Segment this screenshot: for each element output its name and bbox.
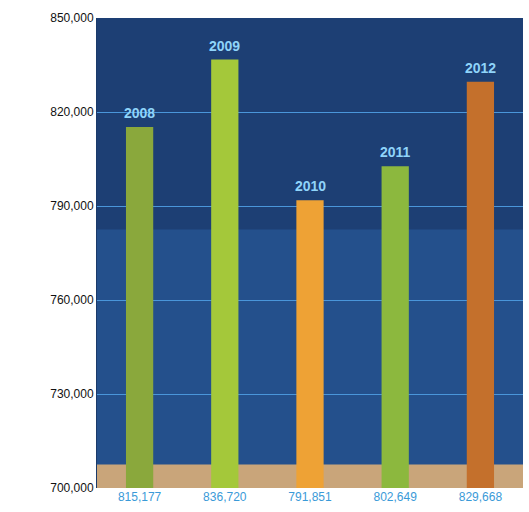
svg-text:760,000: 760,000 bbox=[50, 293, 94, 307]
svg-text:791,851: 791,851 bbox=[288, 490, 332, 504]
svg-text:730,000: 730,000 bbox=[50, 387, 94, 401]
svg-text:836,720: 836,720 bbox=[203, 490, 247, 504]
svg-text:2011: 2011 bbox=[380, 144, 411, 160]
svg-text:2012: 2012 bbox=[465, 60, 496, 76]
svg-text:802,649: 802,649 bbox=[374, 490, 418, 504]
svg-text:2009: 2009 bbox=[209, 38, 240, 54]
svg-text:829,668: 829,668 bbox=[459, 490, 503, 504]
svg-text:2008: 2008 bbox=[124, 105, 155, 121]
svg-text:700,000: 700,000 bbox=[50, 481, 94, 495]
svg-text:2010: 2010 bbox=[295, 178, 326, 194]
svg-text:790,000: 790,000 bbox=[50, 199, 94, 213]
svg-text:850,000: 850,000 bbox=[50, 11, 94, 25]
svg-text:815,177: 815,177 bbox=[118, 490, 162, 504]
svg-text:820,000: 820,000 bbox=[50, 105, 94, 119]
